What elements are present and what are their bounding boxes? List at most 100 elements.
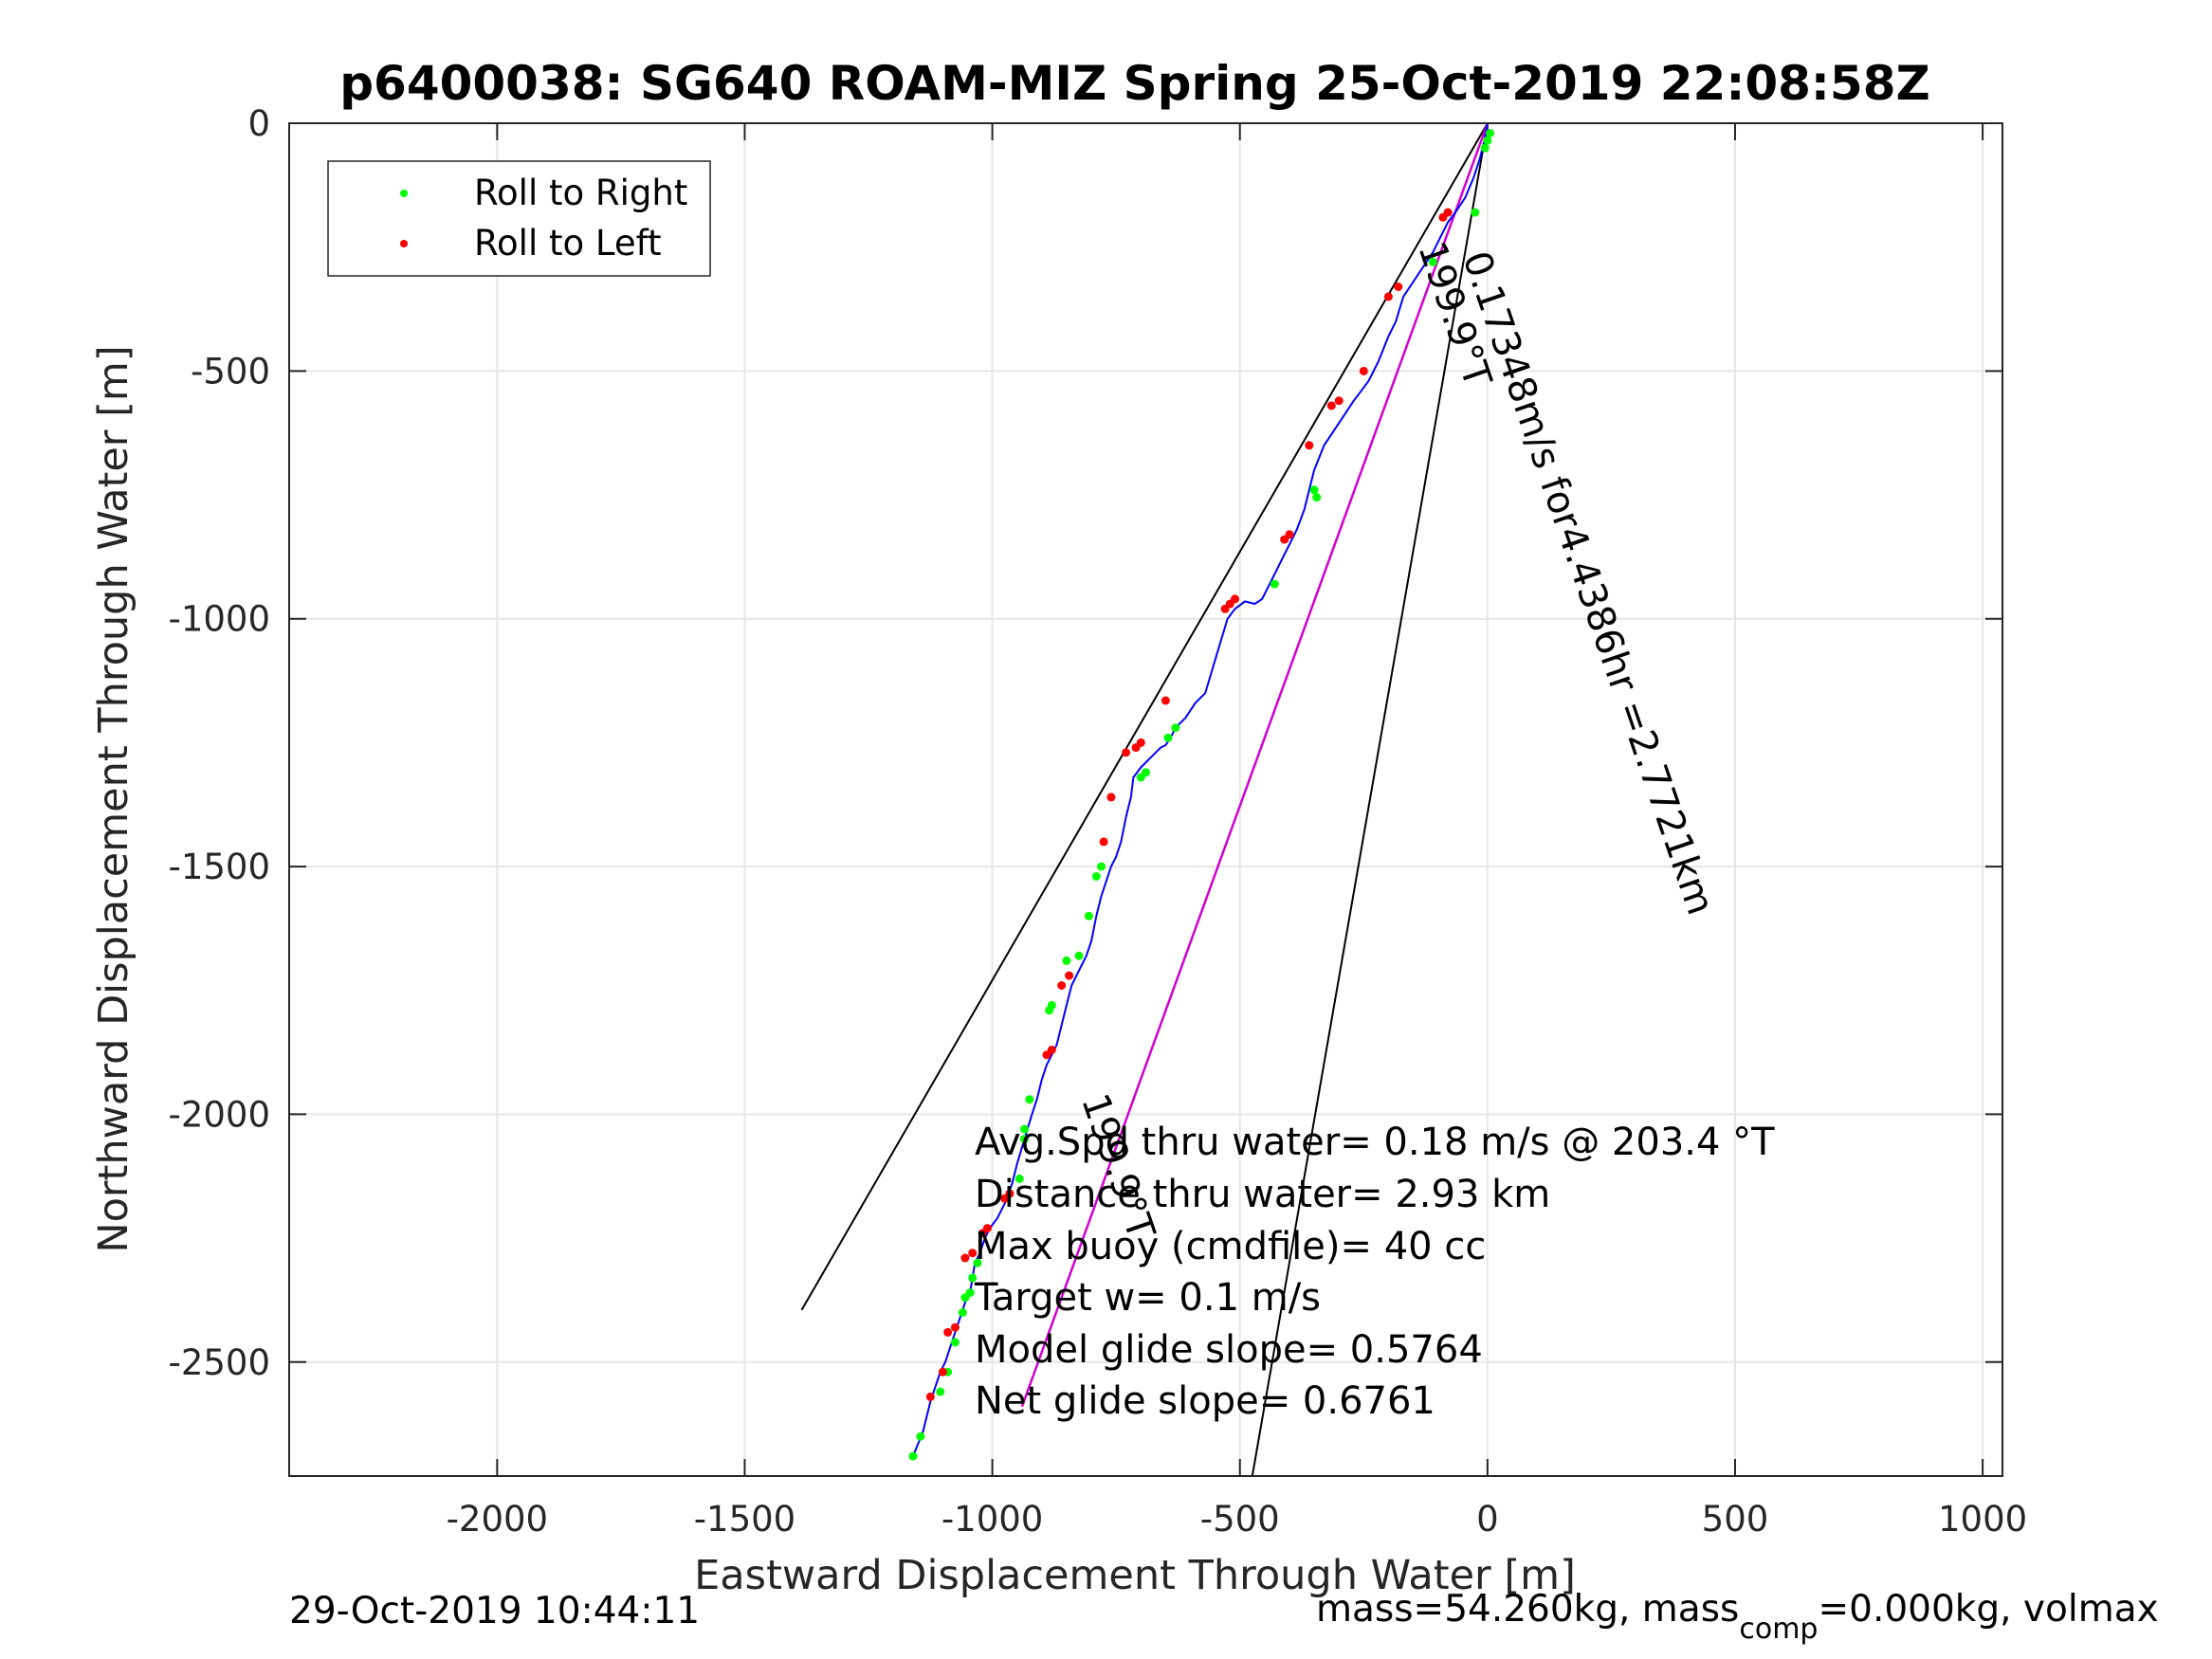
roll-left-point [1359,366,1368,375]
roll-right-point [950,1338,960,1347]
x-tick-label: 1000 [1938,1499,2027,1540]
roll-right-point [936,1387,945,1396]
roll-right-point [1097,862,1106,871]
footer-mass-suffix: =0.000kg, volmax [1818,1588,2158,1631]
grid-lines [289,122,2002,1476]
x-tick-label: -1500 [694,1499,796,1540]
x-tick-label: -1000 [941,1499,1044,1540]
roll-right-point [1091,872,1101,881]
roll-left-point [1438,212,1448,222]
chart-title: p6400038: SG640 ROAM-MIZ Spring 25-Oct-2… [339,56,1930,111]
stat-net-glide: Net glide slope= 0.6761 [975,1379,1435,1423]
roll-right-point [1015,1174,1024,1183]
x-tick-label: 500 [1702,1499,1769,1540]
roll-right-point [1084,911,1093,921]
axis-ticks: -2000 -1500 -1000 -500 0 500 1000 0 -500 -1000 -15… [168,103,2027,1540]
roll-left-point [1326,401,1336,410]
x-tick-label: -2000 [447,1499,549,1540]
plot-points [908,129,1494,1461]
roll-left-point [1334,396,1344,406]
line-annotation: 199.9°T [1072,1088,1162,1246]
roll-right-point [973,1258,982,1267]
legend-label-roll-right: Roll to Right [474,173,687,213]
stat-target-w: Target w= 0.1 m/s [974,1276,1321,1320]
roll-left-point [1065,971,1074,980]
roll-left-point [978,1229,987,1238]
roll-left-point [950,1322,960,1332]
roll-right-point [1136,773,1145,782]
roll-right-point [1312,493,1322,502]
roll-right-point [1483,136,1492,145]
x-tick-label: 0 [1476,1499,1499,1540]
roll-left-point [1220,604,1230,613]
roll-left-point [1106,793,1116,802]
roll-left-point [1161,696,1170,705]
y-tick-label: -2000 [168,1094,270,1135]
roll-left-point [1000,1194,1010,1203]
footer-date: 29-Oct-2019 10:44:11 [289,1590,700,1632]
roll-right-point [1062,956,1071,965]
roll-right-point [958,1308,967,1317]
roll-right-point [1480,143,1490,153]
legend: Roll to Right Roll to Left [327,160,711,277]
x-axis-label: Eastward Displacement Through Water [m] [694,1552,1576,1599]
roll-left-point [943,1327,953,1337]
roll-right-point [1074,951,1084,960]
legend-label-roll-left: Roll to Left [474,223,662,264]
roll-left-point [1057,981,1067,990]
roll-left-point [1099,837,1108,847]
stat-model-glide: Model glide slope= 0.5764 [975,1328,1483,1372]
roll-right-point [1270,579,1279,589]
y-tick-label: -1500 [168,847,270,887]
roll-right-point [1486,129,1494,137]
roll-right-point [968,1273,978,1283]
y-axis-label: Northward Displacement Through Water [m] [90,345,137,1252]
reference-line-right [1251,123,1489,1476]
roll-right-point [1471,208,1480,217]
footer-mass: mass=54.260kg, masscomp=0.000kg, volmax [1316,1588,2159,1646]
roll-right-point [1020,1124,1029,1134]
y-tick-label: 0 [247,103,270,144]
roll-left-point [1305,441,1314,450]
roll-left-point [1042,1050,1051,1060]
glider-track-line [912,123,1489,1457]
roll-left-point [1383,292,1393,301]
roll-left-point [960,1253,970,1263]
roll-left-point [1131,743,1141,753]
roll-left-point [1280,535,1289,544]
line-annotation: 0.17348m/s for4.4386hr =2.7721km [1453,246,1722,920]
plot-lines [800,123,1490,1476]
roll-right-point [916,1431,925,1441]
roll-left-point [968,1249,978,1258]
legend-marker-roll-right [400,190,408,197]
heading-line [1020,123,1490,1408]
plot-frame [288,122,2003,1477]
roll-right-point [960,1293,970,1303]
roll-right-point [1045,1006,1054,1015]
roll-left-point [938,1367,947,1376]
stat-avg-speed: Avg.Spd thru water= 0.18 m/s @ 203.4 °T [975,1121,1775,1164]
legend-marker-roll-left [400,240,408,247]
y-tick-label: -2500 [168,1342,270,1383]
footer-mass-sub: comp [1739,1613,1818,1646]
footer-mass-prefix: mass=54.260kg, mass [1316,1588,1739,1631]
roll-left-point [1394,283,1403,291]
stat-distance: Distance thru water= 2.93 km [975,1173,1550,1216]
legend-box [327,160,711,277]
roll-right-point [1020,1135,1029,1144]
x-tick-label: -500 [1200,1499,1280,1540]
roll-right-point [908,1451,918,1461]
roll-left-point [925,1392,935,1401]
roll-right-point [1163,733,1173,742]
y-tick-label: -1000 [168,599,270,640]
roll-right-point [1025,1095,1034,1104]
roll-right-point [1309,485,1319,495]
reference-line-left [800,123,1489,1311]
stats-box: Avg.Spd thru water= 0.18 m/s @ 203.4 °T … [974,1121,1775,1423]
roll-right-point [1171,723,1180,733]
roll-right-point [1428,257,1437,266]
stat-max-buoy: Max buoy (cmdfile)= 40 cc [975,1225,1486,1268]
roll-left-point [1122,748,1131,757]
y-tick-label: -500 [191,351,270,392]
